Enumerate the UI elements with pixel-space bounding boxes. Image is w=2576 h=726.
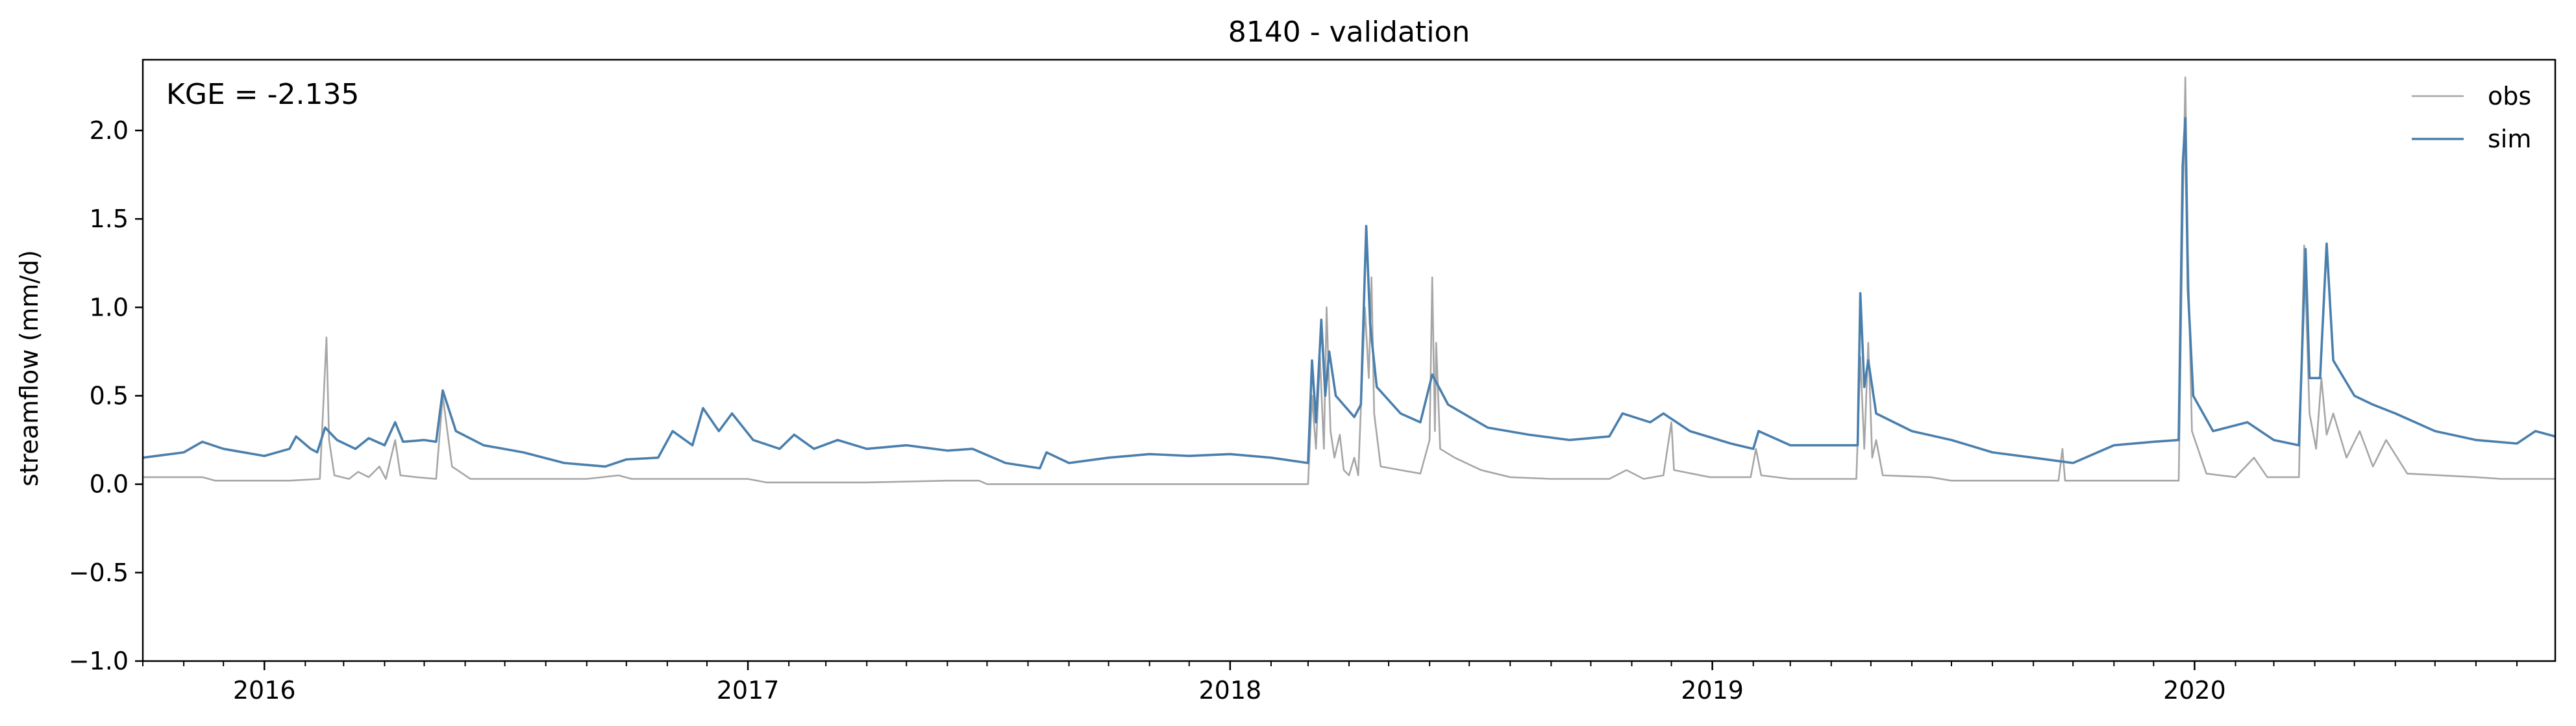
y-tick-label: 1.5 [90,205,129,233]
y-tick-label: 1.0 [90,293,129,321]
y-tick-label: −0.5 [69,558,129,587]
x-tick-label: 2020 [2163,676,2226,705]
kge-annotation: KGE = -2.135 [166,78,359,111]
y-tick-label: 0.0 [90,470,129,499]
y-tick-label: 2.0 [90,116,129,145]
chart-title: 8140 - validation [1228,16,1470,49]
x-tick-label: 2019 [1681,676,1744,705]
y-tick-label: 0.5 [90,381,129,410]
x-tick-label: 2017 [717,676,780,705]
x-tick-label: 2016 [233,676,296,705]
y-tick-label: −1.0 [69,647,129,675]
x-tick-label: 2018 [1198,676,1261,705]
y-axis-label: streamflow (mm/d) [15,250,43,486]
legend-label-sim: sim [2488,125,2531,153]
legend-label-obs: obs [2488,82,2531,110]
